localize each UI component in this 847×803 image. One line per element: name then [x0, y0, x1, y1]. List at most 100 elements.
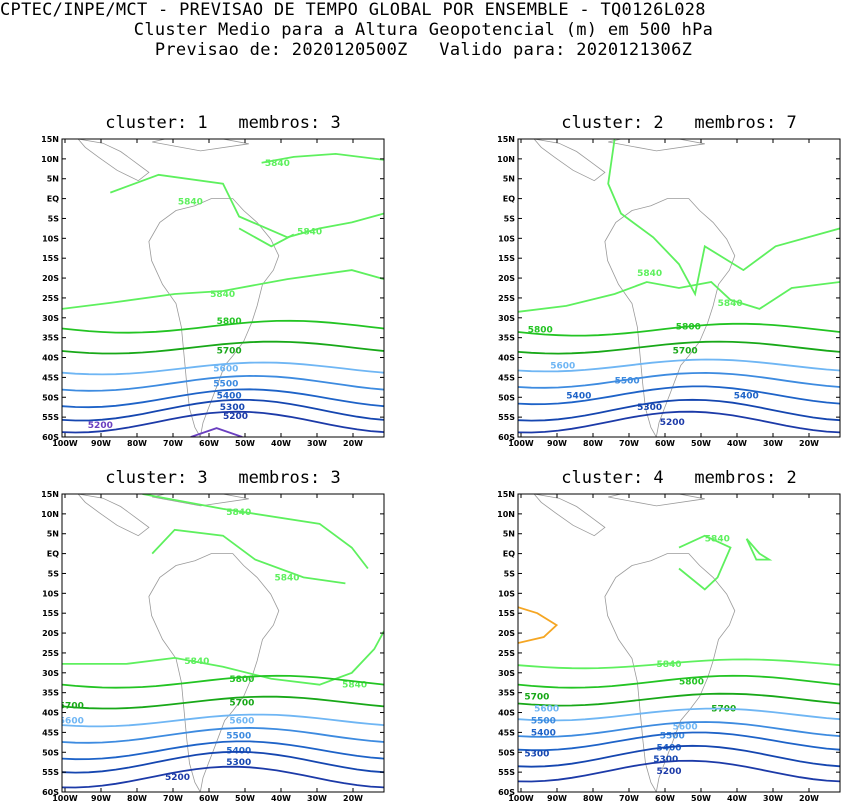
lon-tick-label: 70W	[619, 439, 639, 448]
contour-label: 5840	[178, 198, 203, 208]
contour-label: 5500	[213, 379, 238, 389]
lat-tick-label: 30S	[498, 314, 515, 323]
lat-tick-label: 15S	[498, 254, 515, 263]
lat-tick-label: 30S	[42, 314, 59, 323]
lon-tick-label: 70W	[163, 439, 183, 448]
lat-tick-label: 15N	[497, 490, 515, 499]
contour-label: 5300	[220, 403, 245, 413]
contour-line	[518, 692, 840, 707]
caribbean-outline	[608, 494, 705, 507]
contour-label: 5700	[217, 347, 242, 357]
lat-tick-label: 10S	[498, 589, 515, 598]
lon-tick-label: 30W	[763, 794, 783, 803]
contour-label: 5840	[657, 660, 682, 670]
header-line-1: CPTEC/INPE/MCT - PREVISAO DE TEMPO GLOBA…	[0, 0, 706, 20]
lon-tick-label: 40W	[727, 794, 747, 803]
lat-tick-label: 35S	[42, 334, 59, 343]
contour-line	[151, 528, 346, 585]
map-frame	[61, 493, 385, 793]
lat-tick-label: 25S	[498, 649, 515, 658]
lat-tick-label: 50S	[498, 748, 515, 757]
lon-tick-label: 100W	[52, 439, 78, 448]
contour-line-orange	[518, 606, 559, 644]
contour-label: 5500	[660, 731, 685, 741]
lon-tick-label: 90W	[547, 439, 567, 448]
lon-tick-label: 70W	[163, 794, 183, 803]
contour-line	[62, 398, 384, 422]
lat-tick-label: 20S	[42, 629, 59, 638]
contour-line	[518, 731, 840, 752]
lon-tick-label: 20W	[799, 439, 819, 448]
header-line-2: Cluster Medio para a Altura Geopotencial…	[133, 20, 714, 40]
contour-line	[62, 726, 384, 744]
contour-label: 5400	[566, 391, 591, 401]
lat-tick-label: 5S	[48, 569, 60, 578]
map-frame	[517, 493, 841, 793]
panel-4-title: cluster: 4 membros: 2	[561, 468, 797, 488]
lat-tick-label: 15N	[41, 490, 59, 499]
contour-line	[518, 707, 840, 722]
contour-label: 5400	[217, 391, 242, 401]
contour-line	[62, 765, 384, 789]
lon-tick-label: 80W	[127, 439, 147, 448]
contour-label: 5840	[184, 657, 209, 667]
contour-label: 5300	[524, 749, 549, 759]
lon-tick-label: 100W	[508, 439, 534, 448]
contour-label: 5300	[653, 755, 678, 765]
contour-label: 5840	[226, 508, 251, 518]
lat-tick-label: 45S	[42, 373, 59, 382]
map-frame	[517, 138, 841, 438]
lat-tick-label: 55S	[42, 768, 59, 777]
lon-tick-label: 70W	[619, 794, 639, 803]
contour-line	[518, 759, 840, 783]
lat-tick-label: 10N	[497, 155, 515, 164]
lat-tick-label: 35S	[498, 334, 515, 343]
contour-label: 5300	[226, 758, 251, 768]
contour-label: 5500	[615, 376, 640, 386]
lon-tick-label: 80W	[127, 794, 147, 803]
lat-tick-label: 5S	[504, 569, 516, 578]
header-line-3: Previsao de: 2020120500Z Valido para: 20…	[154, 40, 693, 60]
south-america-outline	[604, 198, 736, 437]
caribbean-outline	[152, 494, 249, 507]
contour-label: 5800	[528, 326, 553, 336]
lat-tick-label: 25S	[498, 294, 515, 303]
lon-tick-label: 50W	[691, 439, 711, 448]
lat-tick-label: 15S	[498, 609, 515, 618]
contour-label: 5200	[223, 412, 248, 422]
contour-line	[518, 721, 840, 738]
contour-line	[62, 740, 384, 761]
lat-tick-label: 45S	[498, 728, 515, 737]
lon-tick-label: 40W	[271, 439, 291, 448]
caribbean-outline	[152, 139, 249, 152]
lon-tick-label: 90W	[547, 794, 567, 803]
map-frame	[61, 138, 385, 438]
lat-tick-label: 60S	[498, 433, 515, 442]
contour-label: 5400	[734, 391, 759, 401]
lat-tick-label: 35S	[498, 689, 515, 698]
contour-line	[745, 538, 773, 561]
lon-tick-label: 60W	[199, 439, 219, 448]
contour-line	[62, 269, 384, 310]
lat-tick-label: 40S	[498, 354, 515, 363]
contour-line	[518, 410, 840, 434]
contour-label: 5600	[213, 365, 238, 375]
contour-line	[62, 410, 384, 434]
central-america-outline	[533, 139, 606, 182]
contour-line	[142, 494, 369, 570]
lat-tick-label: 45S	[498, 373, 515, 382]
contour-line	[518, 281, 840, 313]
lon-tick-label: 30W	[307, 439, 327, 448]
contour-label: 5840	[210, 290, 235, 300]
lat-tick-label: 10N	[497, 510, 515, 519]
lat-tick-label: 55S	[42, 413, 59, 422]
lat-tick-label: 20S	[498, 629, 515, 638]
contour-label: 5800	[217, 317, 242, 327]
lat-tick-label: 15S	[42, 609, 59, 618]
contour-line	[62, 319, 384, 334]
south-america-outline	[148, 198, 280, 437]
lon-tick-label: 30W	[763, 439, 783, 448]
contour-label: 5800	[676, 323, 701, 333]
contour-line	[190, 427, 243, 437]
